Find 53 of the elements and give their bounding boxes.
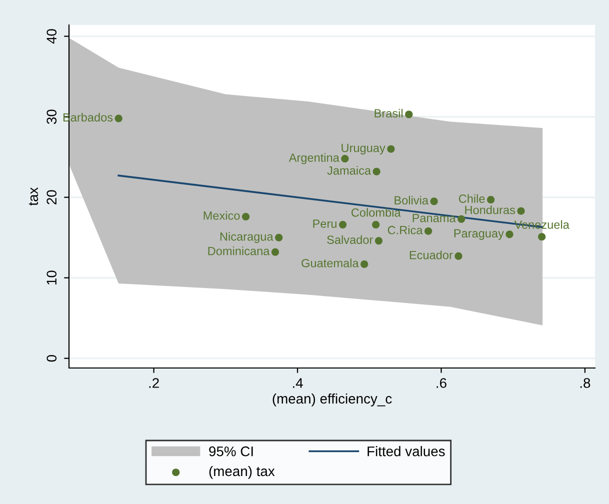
point: [487, 196, 495, 204]
annotation: Uruguay: [342, 144, 386, 154]
annotation: Venezuela: [514, 220, 570, 229]
x-tick-label: .2: [149, 378, 159, 388]
point: [341, 154, 349, 162]
annotation: Panama: [412, 214, 456, 222]
y-tick-label: 30: [46, 110, 57, 124]
x-tick-label: .4: [292, 378, 303, 388]
point: [424, 227, 432, 235]
point: [405, 110, 413, 118]
annotation: Jamaica: [327, 166, 371, 175]
annotation: Salvador: [327, 235, 373, 244]
point: [372, 220, 380, 228]
annotation: Chile: [458, 194, 485, 203]
point: [275, 234, 283, 242]
x-axis-title: (mean) efficiency_c: [272, 393, 392, 406]
y-tick-label: 10: [46, 270, 57, 284]
point: [458, 215, 466, 223]
point: [454, 252, 462, 260]
point: [538, 232, 546, 241]
point: [360, 260, 368, 268]
annotation: Argentina: [288, 153, 340, 164]
legend-label: 95% CI: [209, 446, 253, 456]
point: [114, 114, 122, 122]
annotation: Paraguay: [454, 229, 504, 240]
annotation: Mexico: [204, 211, 240, 220]
point: [517, 207, 525, 215]
annotation: Guatemala: [302, 258, 359, 268]
annotation: Bolivia: [394, 196, 428, 204]
point: [271, 248, 280, 256]
legend-label: Fitted values: [368, 446, 445, 456]
point: [242, 212, 250, 220]
point: [374, 236, 383, 245]
point: [372, 168, 380, 176]
y-axis-title: tax: [28, 187, 38, 206]
y-tick-label: 0: [46, 355, 57, 362]
annotation: Dominicana: [208, 246, 270, 256]
y-tick-label: 20: [46, 190, 57, 204]
annotation: Peru: [313, 220, 336, 228]
point: [387, 145, 395, 153]
point: [506, 230, 514, 238]
x-tick-label: .8: [580, 378, 590, 388]
annotation: Colombia: [352, 208, 401, 217]
annotation: C.Rica: [388, 226, 423, 234]
point: [338, 220, 347, 228]
annotation: Nicaragua: [220, 232, 274, 244]
annotation: Brasil: [374, 108, 403, 118]
annotation: Ecuador: [410, 250, 453, 260]
legend-label: (mean) tax: [209, 466, 275, 479]
y-tick-label: 40: [46, 29, 57, 44]
point: [430, 198, 438, 206]
annotation: Honduras: [465, 205, 516, 214]
x-tick-label: .6: [436, 378, 446, 388]
